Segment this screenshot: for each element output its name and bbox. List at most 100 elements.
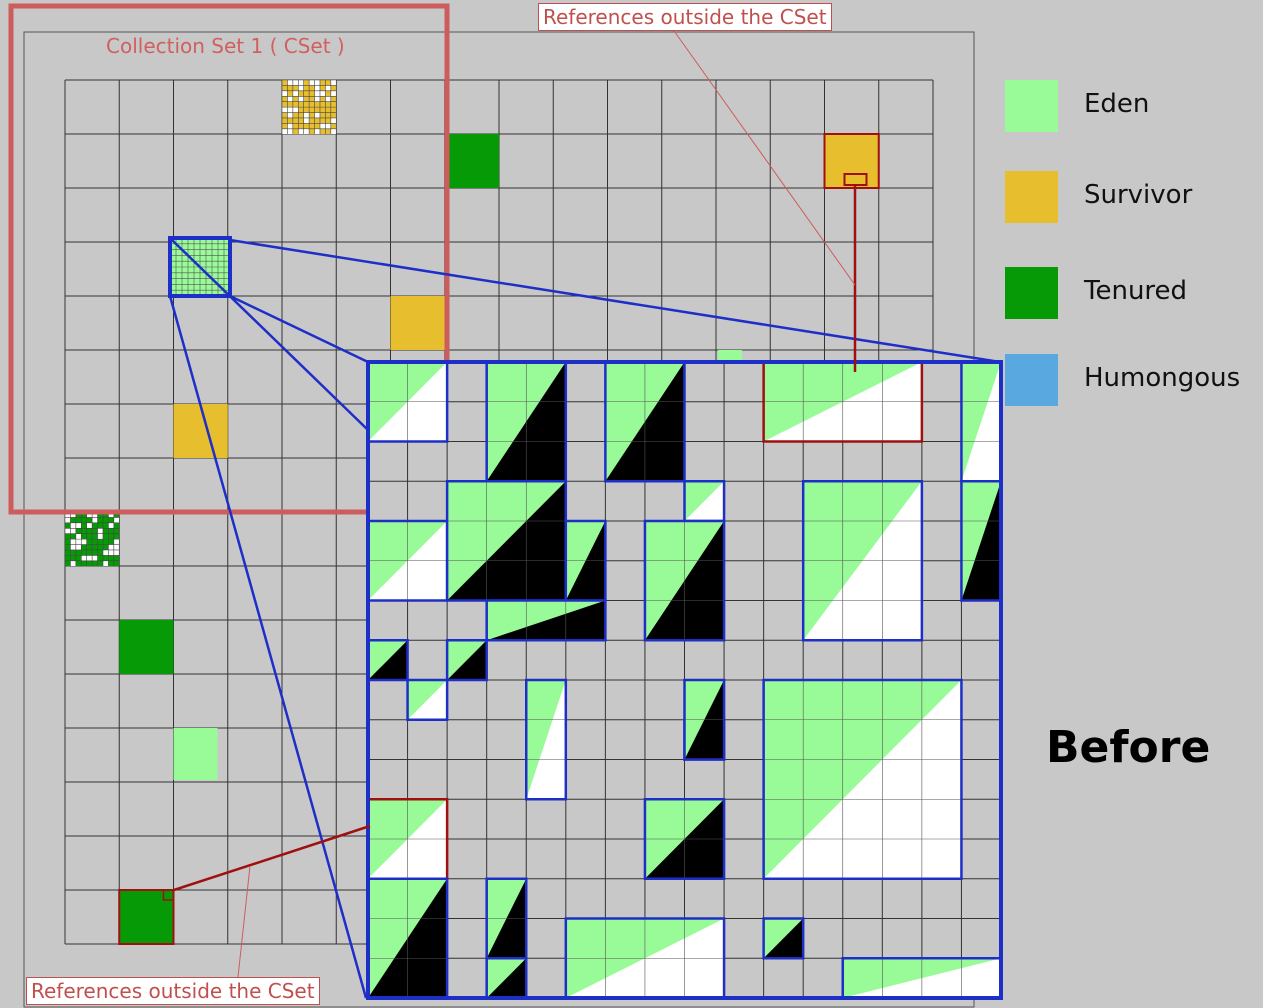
- garbage-triangle: [486, 958, 527, 998]
- mosaic-cell: [314, 117, 320, 124]
- mosaic-cell: [92, 522, 98, 529]
- mosaic-cell: [303, 123, 310, 129]
- object-border: [445, 639, 488, 682]
- mosaic-cell: [309, 123, 315, 129]
- mosaic-cell: [102, 517, 109, 523]
- mosaic-cell: [81, 560, 87, 567]
- mosaic-cell: [314, 101, 320, 108]
- mosaic-cell: [319, 117, 326, 124]
- survivor-region: [173, 404, 228, 458]
- mosaic-cell: [330, 107, 337, 113]
- mosaic-cell: [65, 549, 71, 556]
- selected-region-border: [168, 236, 232, 298]
- mosaic-cell: [92, 560, 98, 567]
- garbage-triangle: [763, 918, 804, 959]
- mosaic-cell: [113, 533, 120, 540]
- object-block: [643, 519, 726, 642]
- mosaic-cell: [102, 555, 109, 561]
- mosaic-cell: [282, 123, 288, 129]
- mosaic-cell: [92, 549, 98, 556]
- mosaic-cell: [75, 555, 82, 561]
- object-border: [643, 798, 726, 880]
- mosaic-cell: [81, 533, 87, 540]
- tenured-region: [119, 620, 174, 674]
- object-block: [366, 798, 449, 880]
- legend-label-survivor: Survivor: [1084, 180, 1193, 210]
- object-block: [841, 957, 1003, 1000]
- mosaic-cell: [309, 85, 315, 91]
- mosaic-cell: [292, 101, 299, 108]
- mosaic-cell: [92, 544, 98, 550]
- zoom-projection-line: [229, 294, 369, 364]
- object-block: [445, 480, 568, 602]
- mosaic-cell: [298, 123, 304, 129]
- object-block: [683, 480, 726, 523]
- garbage-triangle: [447, 640, 487, 680]
- object-block: [604, 360, 686, 483]
- mosaic-cell: [325, 80, 331, 86]
- mosaic-cell: [282, 96, 288, 102]
- mosaic-cell: [65, 544, 71, 550]
- mosaic-cell: [303, 90, 310, 97]
- mosaic-cell: [86, 549, 93, 556]
- mosaic-cell: [314, 123, 320, 129]
- mosaic-cell: [113, 560, 120, 567]
- mosaic-cell: [325, 112, 331, 118]
- mosaic-cell: [282, 80, 288, 86]
- reference-label-top: References outside the CSet: [538, 3, 832, 31]
- object-border: [762, 678, 963, 880]
- mosaic-cell: [314, 107, 320, 113]
- garbage-triangle: [447, 481, 566, 601]
- mosaic-cell: [330, 85, 337, 91]
- mosaic-cell: [108, 517, 114, 523]
- mosaic-cell: [75, 512, 82, 518]
- mosaic-cell: [65, 522, 71, 529]
- reference-label-bottom: References outside the CSet: [26, 977, 320, 1005]
- object-border: [643, 519, 726, 642]
- mosaic-cell: [102, 528, 109, 534]
- mosaic-cell: [70, 555, 76, 561]
- object-block: [485, 360, 568, 483]
- mosaic-cell: [92, 528, 98, 534]
- mosaic-cell: [325, 101, 331, 108]
- object-block: [762, 678, 963, 880]
- mosaic-cell: [298, 90, 304, 97]
- mosaic-cell: [319, 85, 326, 91]
- object-border: [762, 917, 805, 960]
- mosaic-cell: [75, 517, 82, 523]
- mosaic-cell: [102, 533, 109, 540]
- legend-label-eden: Eden: [1084, 89, 1150, 119]
- mosaic-cell: [75, 528, 82, 534]
- mosaic-cell: [81, 544, 87, 550]
- mosaic-cell: [102, 522, 109, 529]
- card-marker: [162, 889, 175, 901]
- object-block: [406, 678, 449, 721]
- object-block: [643, 798, 726, 880]
- mosaic-cell: [303, 80, 310, 86]
- mosaic-cell: [309, 117, 315, 124]
- mosaic-cell: [113, 528, 120, 534]
- mosaic-cell: [108, 528, 114, 534]
- mosaic-cell: [102, 544, 109, 550]
- mosaic-cell: [97, 544, 103, 550]
- mosaic-cell: [292, 112, 299, 118]
- mosaic-cell: [292, 96, 299, 102]
- mosaic-cell: [113, 522, 120, 529]
- object-block: [564, 519, 607, 602]
- mosaic-cell: [282, 85, 288, 91]
- object-block: [683, 678, 726, 761]
- legend-label-tenured: Tenured: [1084, 276, 1188, 306]
- collection-set-label: Collection Set 1 ( CSet ): [106, 34, 345, 58]
- mosaic-cell: [81, 522, 87, 529]
- free-triangle: [526, 680, 566, 800]
- mosaic-cell: [309, 101, 315, 108]
- zoom-projection-line: [168, 295, 368, 999]
- object-block: [525, 678, 568, 801]
- garbage-triangle: [486, 600, 606, 641]
- mosaic-cell: [108, 539, 114, 545]
- zoom-projection-line: [171, 239, 369, 431]
- mosaic-cell: [303, 101, 310, 108]
- object-block: [485, 599, 607, 642]
- mosaic-cell: [282, 112, 288, 118]
- mosaic-cell: [325, 117, 331, 124]
